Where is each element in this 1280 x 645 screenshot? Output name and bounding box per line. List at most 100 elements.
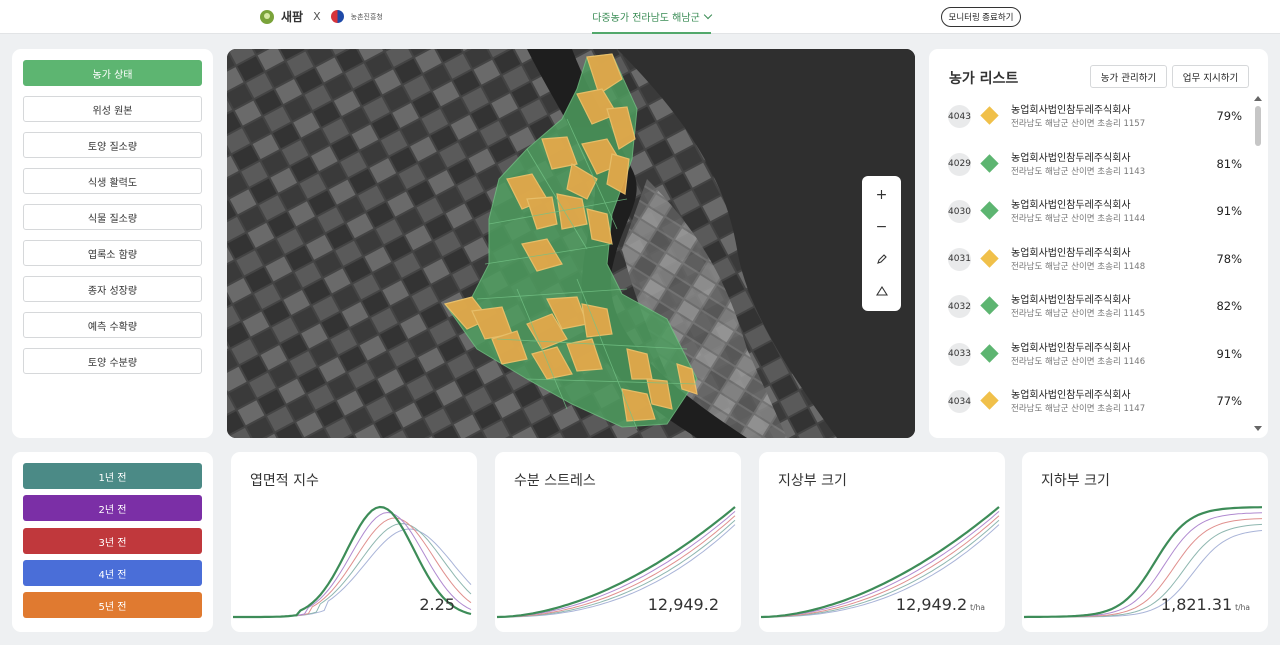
year-selector: 1년 전 2년 전 3년 전 4년 전 5년 전	[12, 452, 213, 632]
year-5-button[interactable]: 5년 전	[23, 592, 202, 618]
farm-name: 농업회사법인참두레주식회사	[1011, 247, 1131, 259]
farm-row[interactable]: 4032 농업회사법인참두레주식회사 전라남도 해남군 산이면 초송리 1145 82…	[946, 286, 1256, 330]
layer-satellite-button[interactable]: 위성 원본	[23, 96, 202, 122]
chart-title: 지하부 크기	[1041, 473, 1110, 489]
series-line	[497, 515, 736, 618]
manage-farms-button[interactable]: 농가 관리하기	[1090, 65, 1167, 88]
farm-name: 농업회사법인참두레주식회사	[1011, 200, 1131, 211]
farm-id-badge: 4031	[948, 247, 971, 271]
farm-percentage: 82%	[1216, 299, 1242, 313]
chart-value: 12,949.2	[648, 595, 719, 614]
region-selector[interactable]: 다중농가 전라남도 해남군	[592, 0, 713, 34]
chart-value: 1,821.31 t/ha	[1161, 595, 1250, 614]
farm-percentage: 91%	[1216, 346, 1242, 361]
series-line	[497, 519, 736, 618]
year-2-button[interactable]: 2년 전	[23, 495, 202, 521]
series-line	[761, 511, 1000, 618]
layer-plant-nitrogen-button[interactable]: 식물 질소량	[23, 204, 202, 230]
chart-title: 수분 스트레스	[514, 473, 596, 489]
end-monitoring-button[interactable]: 모니터링 종료하기	[941, 7, 1021, 27]
pen-icon	[876, 254, 887, 264]
farm-status-icon	[980, 106, 999, 125]
farm-name: 농업회사법인참두레주식회사	[1011, 295, 1131, 306]
layer-vegetation-vigor-button[interactable]: 식생 활력도	[23, 168, 202, 194]
water-stress-chart	[496, 506, 736, 619]
farm-name: 농업회사법인참두레주식회사	[1011, 105, 1131, 116]
layer-soil-moisture-button[interactable]: 토양 수분량	[23, 348, 202, 374]
farm-id-badge: 4043	[948, 105, 971, 128]
leaf-area-index-card: 엽면적 지수 2.25	[231, 452, 477, 632]
farm-row[interactable]: 4034 농업회사법인참두레주식회사 전라남도 해남군 산이면 초송리 1147 77…	[946, 381, 1256, 425]
satellite-map[interactable]: + −	[227, 49, 915, 438]
scroll-down-icon[interactable]	[1254, 426, 1262, 431]
layer-soil-nitrogen-button[interactable]: 토양 질소량	[23, 132, 202, 158]
scroll-up-icon[interactable]	[1254, 96, 1262, 101]
farm-row[interactable]: 4031 농업회사법인참두레주식회사 전라남도 해남군 산이면 초송리 1148 78…	[946, 239, 1256, 283]
farm-address: 전라남도 해남군 산이면 초송리 1147	[1011, 404, 1146, 414]
farm-name: 농업회사법인참두레주식회사	[1011, 342, 1131, 354]
water-stress-card: 수분 스트레스 12,949.2	[495, 452, 741, 632]
year-3-button[interactable]: 3년 전	[23, 528, 202, 554]
farm-name: 농업회사법인참두레주식회사	[1011, 152, 1131, 164]
belowground-size-card: 지하부 크기 1,821.31 t/ha	[1022, 452, 1268, 632]
farm-id-badge: 4033	[948, 342, 971, 366]
plus-icon: +	[875, 187, 888, 203]
partner-name: 농촌진흥청	[350, 12, 383, 21]
brand-logo: 새팜 X 농촌진흥청	[260, 8, 383, 25]
draw-button[interactable]	[862, 244, 901, 274]
scrollbar-thumb[interactable]	[1255, 106, 1261, 146]
layer-yield-forecast-button[interactable]: 예측 수확량	[23, 312, 202, 338]
gov-emblem-icon	[330, 10, 344, 23]
zoom-out-button[interactable]: −	[862, 212, 901, 242]
farm-address: 전라남도 해남군 산이면 초송리 1143	[1011, 166, 1146, 177]
chart-value-number: 1,821.31	[1160, 595, 1233, 614]
layer-seed-growth-button[interactable]: 종자 성장량	[23, 276, 202, 302]
chart-value-number: 12,949.2	[895, 595, 968, 614]
farm-status-icon	[980, 248, 999, 268]
chart-unit: t/ha	[970, 603, 985, 612]
polygon-button[interactable]	[862, 276, 901, 306]
brand-leaf-icon	[260, 9, 274, 24]
series-line	[496, 506, 736, 619]
farm-address: 전라남도 해남군 산이면 초송리 1144	[1011, 214, 1146, 224]
farm-name: 농업회사법인참두레주식회사	[1011, 390, 1131, 401]
map-controls: + −	[862, 176, 901, 311]
series-line	[761, 519, 1000, 618]
chart-value-number: 2.25	[419, 595, 455, 614]
farm-percentage: 77%	[1216, 394, 1242, 408]
map-canvas[interactable]	[227, 49, 915, 438]
chart-value: 12,949.2 t/ha	[896, 595, 985, 614]
farm-polygons[interactable]	[443, 53, 698, 430]
chevron-down-icon	[703, 10, 713, 19]
year-1-button[interactable]: 1년 전	[23, 463, 202, 489]
chart-unit: t/ha	[1235, 603, 1250, 612]
farm-id-badge: 4032	[948, 295, 971, 318]
chart-value: 2.25	[419, 595, 455, 614]
farm-row[interactable]: 4030 농업회사법인참두레주식회사 전라남도 해남군 산이면 초송리 1144 91…	[946, 191, 1256, 235]
farm-status-icon	[980, 153, 999, 173]
year-4-button[interactable]: 4년 전	[23, 560, 202, 586]
belowground-size-chart	[1023, 506, 1263, 619]
farm-list-panel: 농가 리스트 농가 관리하기 업무 지시하기 4043 농업회사법인참두레주식회사…	[929, 49, 1268, 438]
series-line	[760, 506, 1000, 619]
farm-id-badge: 4029	[948, 152, 971, 176]
farm-row[interactable]: 4043 농업회사법인참두레주식회사 전라남도 해남군 산이면 초송리 1157 79…	[946, 96, 1256, 140]
layer-chlorophyll-button[interactable]: 엽록소 함량	[23, 240, 202, 266]
assign-tasks-button[interactable]: 업무 지시하기	[1172, 65, 1249, 88]
series-line	[233, 505, 472, 619]
minus-icon: −	[875, 219, 888, 235]
layer-farm-status-button[interactable]: 농가 상태	[23, 60, 202, 86]
zoom-in-button[interactable]: +	[862, 180, 901, 210]
farm-percentage: 91%	[1216, 204, 1242, 218]
top-header: 새팜 X 농촌진흥청 다중농가 전라남도 해남군 모니터링 종료하기	[0, 0, 1280, 34]
aboveground-size-chart	[760, 506, 1000, 619]
scrollbar[interactable]	[1252, 96, 1263, 435]
region-label: 다중농가 전라남도 해남군	[592, 12, 700, 24]
farm-address: 전라남도 해남군 산이면 초송리 1146	[1011, 356, 1146, 367]
farm-status-icon	[980, 391, 999, 410]
chart-value-number: 12,949.2	[647, 595, 719, 614]
farm-percentage: 81%	[1216, 156, 1242, 171]
brand-name: 새팜	[281, 10, 304, 24]
